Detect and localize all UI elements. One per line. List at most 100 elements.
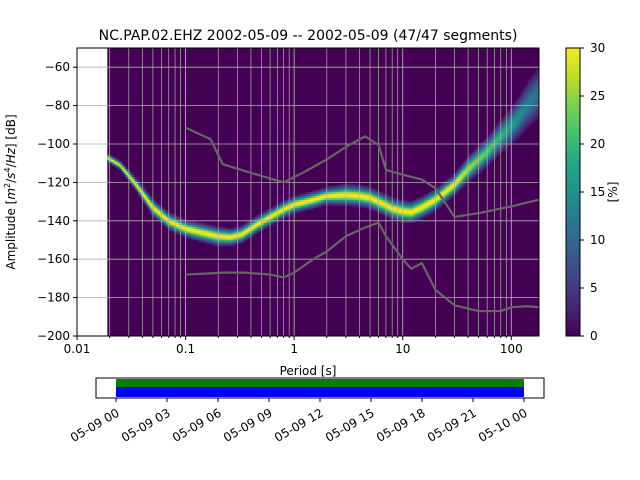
heatmap-cell: [349, 193, 351, 197]
heatmap-cell: [520, 103, 523, 106]
y-tick-label: −60: [45, 60, 70, 74]
heatmap-cell: [221, 240, 224, 243]
heatmap-cell: [415, 203, 417, 206]
heatmap-cell: [243, 226, 246, 229]
heatmap-cell: [450, 182, 453, 185]
heatmap-cell: [140, 186, 143, 189]
heatmap-cell: [435, 201, 438, 204]
heatmap-cell: [522, 128, 524, 131]
heatmap-cell: [303, 209, 306, 212]
heatmap-cell: [453, 184, 455, 187]
heatmap-cell: [491, 151, 494, 154]
heatmap-cell: [287, 207, 290, 210]
heatmap-cell: [267, 213, 269, 216]
heatmap-cell: [171, 228, 174, 231]
heatmap-cell: [338, 195, 341, 199]
heatmap-cell: [343, 184, 346, 187]
heatmap-cell: [111, 159, 114, 162]
heatmap-cell: [357, 184, 360, 187]
heatmap-cell: [523, 109, 526, 112]
heatmap-cell: [245, 236, 247, 239]
heatmap-cell: [532, 74, 535, 78]
heatmap-cell: [410, 216, 413, 220]
heatmap-cell: [262, 220, 265, 224]
heatmap-cell: [249, 220, 252, 224]
heatmap-cell: [130, 172, 133, 176]
heatmap-cell: [193, 230, 196, 233]
heatmap-cell: [286, 209, 288, 212]
heatmap-cell: [530, 90, 533, 93]
heatmap-cell: [275, 215, 278, 218]
heatmap-cell: [467, 161, 470, 164]
heatmap-cell: [182, 222, 184, 225]
heatmap-cell: [378, 195, 381, 199]
heatmap-cell: [180, 230, 183, 233]
heatmap-cell: [520, 130, 523, 133]
heatmap-cell: [488, 151, 491, 154]
heatmap-cell: [460, 172, 463, 176]
heatmap-cell: [527, 84, 530, 87]
heatmap-cell: [242, 226, 244, 229]
heatmap-cell: [529, 119, 532, 122]
heatmap-cell: [473, 168, 476, 172]
heatmap-cell: [516, 101, 518, 104]
heatmap-cell: [350, 188, 353, 191]
heatmap-cell: [519, 109, 521, 112]
heatmap-cell: [353, 188, 356, 191]
heatmap-cell: [529, 96, 532, 99]
heatmap-cell: [164, 220, 167, 224]
heatmap-cell: [413, 216, 416, 220]
heatmap-cell: [423, 209, 426, 212]
heatmap-cell: [240, 234, 243, 237]
heatmap-cell: [504, 147, 507, 151]
heatmap-cell: [330, 190, 332, 193]
heatmap-cell: [340, 190, 343, 193]
heatmap-cell: [161, 218, 164, 222]
heatmap-cell: [208, 234, 211, 237]
heatmap-cell: [482, 149, 485, 152]
heatmap-cell: [334, 197, 337, 200]
heatmap-cell: [431, 207, 433, 210]
heatmap-cell: [139, 192, 142, 195]
heatmap-cell: [489, 144, 492, 147]
heatmap-cell: [268, 209, 271, 212]
heatmap-cell: [352, 184, 354, 187]
heatmap-cell: [327, 192, 329, 195]
heatmap-cell: [242, 232, 244, 235]
heatmap-cell: [425, 197, 428, 200]
heatmap-cell: [497, 142, 499, 145]
heatmap-cell: [492, 145, 495, 149]
heatmap-cell: [437, 207, 439, 210]
heatmap-cell: [475, 157, 477, 160]
heatmap-cell: [168, 226, 171, 229]
heatmap-cell: [387, 201, 389, 204]
heatmap-cell: [160, 207, 162, 210]
heatmap-cell: [454, 180, 457, 183]
heatmap-cell: [448, 176, 451, 179]
heatmap-cell: [461, 186, 464, 189]
heatmap-cell: [196, 226, 199, 229]
heatmap-cell: [371, 207, 373, 210]
heatmap-cell: [204, 236, 206, 239]
heatmap-cell: [448, 188, 451, 191]
heatmap-cell: [526, 115, 529, 118]
heatmap-cell: [228, 238, 231, 241]
heatmap-cell: [445, 193, 448, 197]
heatmap-cell: [281, 205, 284, 208]
heatmap-cell: [227, 243, 230, 247]
heatmap-cell: [371, 192, 373, 195]
heatmap-cell: [152, 201, 155, 204]
heatmap-cell: [369, 192, 372, 195]
heatmap-cell: [245, 230, 247, 233]
heatmap-cell: [164, 213, 167, 216]
heatmap-cell: [409, 218, 411, 222]
heatmap-cell: [269, 213, 272, 216]
heatmap-cell: [533, 90, 536, 93]
heatmap-cell: [464, 159, 467, 162]
heatmap-cell: [448, 197, 451, 200]
heatmap-cell: [388, 215, 391, 218]
heatmap-cell: [151, 209, 154, 212]
heatmap-cell: [349, 188, 351, 191]
heatmap-cell: [491, 147, 494, 151]
heatmap-cell: [368, 193, 370, 197]
